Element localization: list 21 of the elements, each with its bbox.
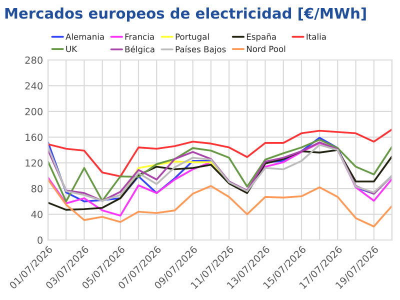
y-tick-label: 0: [38, 236, 42, 244]
legend-label: Portugal: [176, 33, 209, 42]
line-series: [48, 128, 392, 178]
legend-label: Francia: [125, 33, 154, 40]
legend-label: Países Bajos: [176, 46, 226, 54]
y-tick-label: 160: [26, 134, 42, 141]
line-series: [48, 149, 392, 211]
y-tick-label: 280: [25, 56, 42, 64]
legend-label: Alemania: [66, 33, 104, 40]
legend-label: Italia: [306, 33, 326, 40]
line-series: [48, 178, 392, 228]
y-tick-label: 80: [31, 185, 42, 192]
y-tick-label: 200: [25, 108, 42, 116]
chart-title: Mercados europeos de electricidad [€/MWh]: [5, 8, 366, 22]
y-tick-label: 120: [26, 159, 42, 167]
legend-label: Nord Pool: [246, 46, 286, 52]
y-tick-label: 240: [25, 82, 42, 90]
y-tick-label: 40: [31, 210, 42, 218]
legend-label: Bélgica: [125, 46, 154, 54]
legend-label: España: [246, 33, 276, 42]
legend-label: UK: [66, 46, 78, 52]
